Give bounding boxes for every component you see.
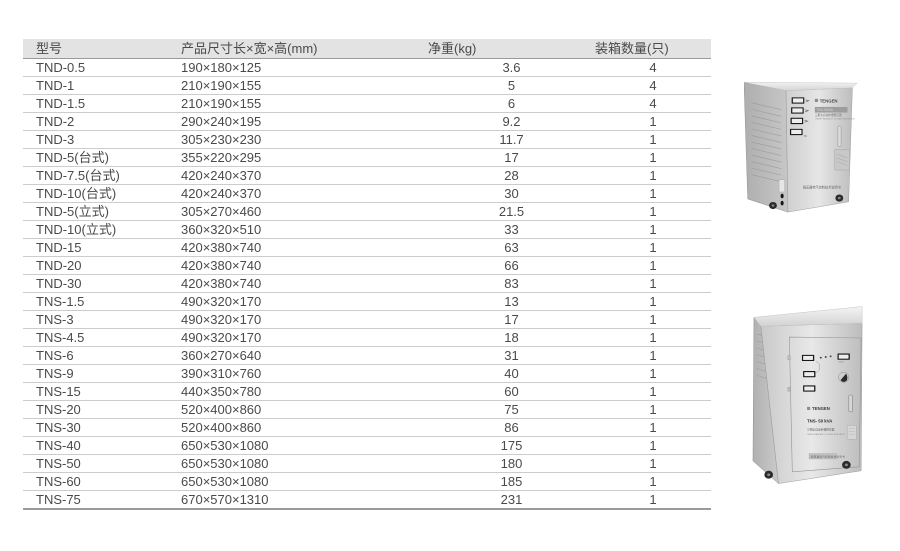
svg-text:稳压器电气控制技术说明书: 稳压器电气控制技术说明书 [803,185,841,190]
svg-text:VOLT: VOLT [839,362,845,364]
svg-text:THREE PHASE AUTO VOLTAGE REGUL: THREE PHASE AUTO VOLTAGE REGULATOR [807,433,845,436]
svg-text:TENGEN: TENGEN [812,406,830,411]
svg-text:TENGEN: TENGEN [820,98,838,103]
svg-text:稳压器电气控制技术说明书: 稳压器电气控制技术说明书 [811,454,845,458]
svg-text:TNS-30kVA: TNS-30kVA [816,108,833,112]
svg-text:TNS- 50 kVA: TNS- 50 kVA [807,419,832,424]
svg-text:三相全自动补偿稳压器: 三相全自动补偿稳压器 [815,113,842,117]
svg-text:THREE PHASE AUTO VOLTAGE REGUL: THREE PHASE AUTO VOLTAGE REGULATOR [815,118,855,121]
svg-text:三相全自动补偿稳压器: 三相全自动补偿稳压器 [807,427,835,431]
